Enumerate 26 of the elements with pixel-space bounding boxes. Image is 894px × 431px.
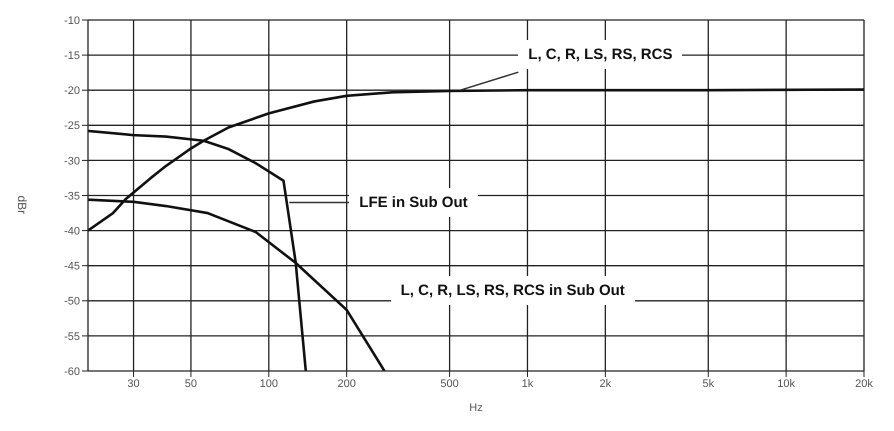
x-tick-label: 30 xyxy=(127,378,140,390)
y-tick-label: -50 xyxy=(64,296,80,308)
x-tick-label: 100 xyxy=(260,378,278,390)
x-tick-label: 2k xyxy=(600,378,612,390)
x-axis-title: Hz xyxy=(469,402,483,414)
x-tick-label: 5k xyxy=(702,378,715,390)
x-tick-label: 50 xyxy=(184,378,198,390)
y-tick-label: -10 xyxy=(64,14,80,27)
y-tick-label: -40 xyxy=(64,226,80,238)
y-tick-label: -55 xyxy=(64,330,80,343)
x-tick-label: 1k xyxy=(522,378,534,390)
x-tick-label: 500 xyxy=(440,378,459,390)
y-tick-label: -35 xyxy=(64,190,80,202)
y-axis-title: dBr xyxy=(14,196,29,214)
x-tick-label: 10k xyxy=(777,378,796,390)
y-tick-label: -20 xyxy=(64,85,80,98)
y-tick-label: -25 xyxy=(64,120,80,132)
annotation: L, C, R, LS, RS, RCS in Sub Out xyxy=(390,276,635,306)
y-tick-label: -60 xyxy=(64,366,80,378)
y-tick-label: -30 xyxy=(64,155,80,168)
x-tick-label: 20k xyxy=(855,378,874,390)
annotation: LFE in Sub Out xyxy=(349,188,478,217)
x-tick-label: 200 xyxy=(337,378,356,390)
y-tick-label: -15 xyxy=(64,50,80,62)
y-tick-label: -45 xyxy=(64,260,80,273)
annotation: L, C, R, LS, RS, RCS xyxy=(518,40,682,70)
